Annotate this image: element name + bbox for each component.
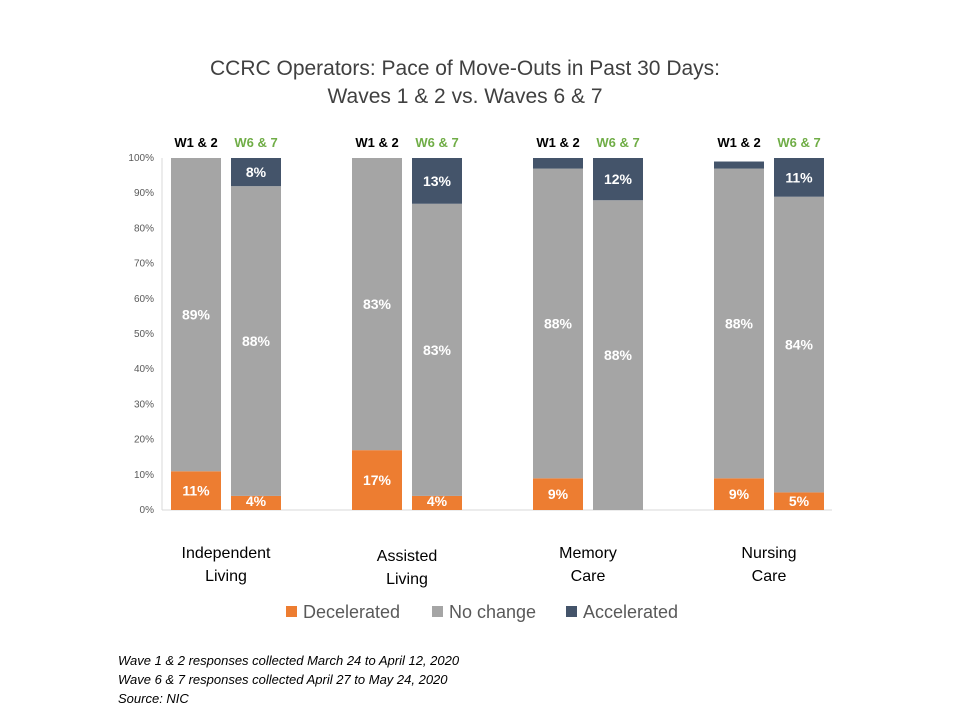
bar-segment-no-change [231,186,281,496]
data-label: 83% [423,342,452,358]
bar-segment-no-change [714,168,764,479]
legend-swatch [566,606,577,617]
wave-label: W6 & 7 [596,135,639,150]
bar-segment-no-change [352,158,402,451]
data-label: 17% [363,472,392,488]
data-label: 89% [182,307,211,323]
y-tick-label: 20% [134,435,154,446]
legend-label: No change [449,602,536,622]
data-label: 83% [363,296,392,312]
bar-segment-no-change [533,168,583,479]
bar-segment-accelerated [412,158,462,204]
bar-segment-accelerated [774,158,824,197]
y-tick-label: 60% [134,294,154,305]
legend-swatch [432,606,443,617]
data-label: 11% [785,169,813,185]
footnote-wave-6-7: Wave 6 & 7 responses collected April 27 … [118,672,448,687]
x-category-label: Independent [182,545,272,562]
data-label: 5% [789,493,810,509]
bar-segment-no-change [774,196,824,493]
x-category-label: Care [752,568,787,585]
data-label: 9% [548,486,569,502]
chart-title: CCRC Operators: Pace of Move-Outs in Pas… [210,57,720,80]
data-label: 13% [423,173,452,189]
bar-segment-no-change [171,158,221,472]
x-category-label: Care [571,568,606,585]
wave-label: W1 & 2 [536,135,579,150]
bar-segment-accelerated [593,158,643,201]
data-label: 88% [725,315,754,331]
data-label: 12% [604,171,633,187]
y-tick-label: 30% [134,399,154,410]
bar-segment-decelerated [352,450,402,510]
bar-segment-no-change [593,200,643,511]
x-category-label: Living [205,568,247,585]
y-tick-label: 70% [134,259,154,270]
bar-segment-decelerated [533,478,583,510]
wave-label: W1 & 2 [355,135,398,150]
y-tick-label: 100% [128,153,154,164]
bar-segment-no-change [412,203,462,496]
wave-label: W6 & 7 [777,135,820,150]
x-category-label: Assisted [377,548,437,565]
data-label: 88% [544,315,573,331]
x-category-label: Living [386,571,428,588]
legend-label: Accelerated [583,602,678,622]
footnote-source: Source: NIC [118,691,189,706]
x-category-label: Memory [559,545,617,562]
data-label: 4% [246,493,267,509]
data-label: 8% [246,164,267,180]
y-tick-label: 40% [134,364,154,375]
bar-segment-decelerated [231,495,281,510]
x-category-label: Nursing [741,545,796,562]
data-label: 88% [242,333,271,349]
wave-label: W1 & 2 [174,135,217,150]
bar-segment-decelerated [412,495,462,510]
bar-segment-decelerated [714,478,764,510]
y-tick-label: 90% [134,188,154,199]
data-label: 11% [182,483,210,499]
data-label: 4% [427,493,448,509]
wave-label: W6 & 7 [415,135,458,150]
wave-label: W1 & 2 [717,135,760,150]
chart-subtitle: Waves 1 & 2 vs. Waves 6 & 7 [327,85,602,108]
y-tick-label: 50% [134,329,154,340]
data-label: 9% [729,486,750,502]
data-label: 84% [785,337,814,353]
bar-segment-accelerated [714,161,764,169]
bar-segment-decelerated [171,471,221,510]
footnotes: Wave 1 & 2 responses collected March 24 … [118,651,459,708]
legend-swatch [286,606,297,617]
y-tick-label: 10% [134,470,154,481]
data-label: 88% [604,347,633,363]
y-tick-label: 80% [134,223,154,234]
bar-segment-accelerated [533,158,583,169]
bar-segment-accelerated [231,158,281,187]
legend-label: Decelerated [303,602,400,622]
y-tick-label: 0% [140,505,155,516]
footnote-wave-1-2: Wave 1 & 2 responses collected March 24 … [118,653,460,668]
bar-segment-decelerated [774,492,824,510]
wave-label: W6 & 7 [234,135,277,150]
